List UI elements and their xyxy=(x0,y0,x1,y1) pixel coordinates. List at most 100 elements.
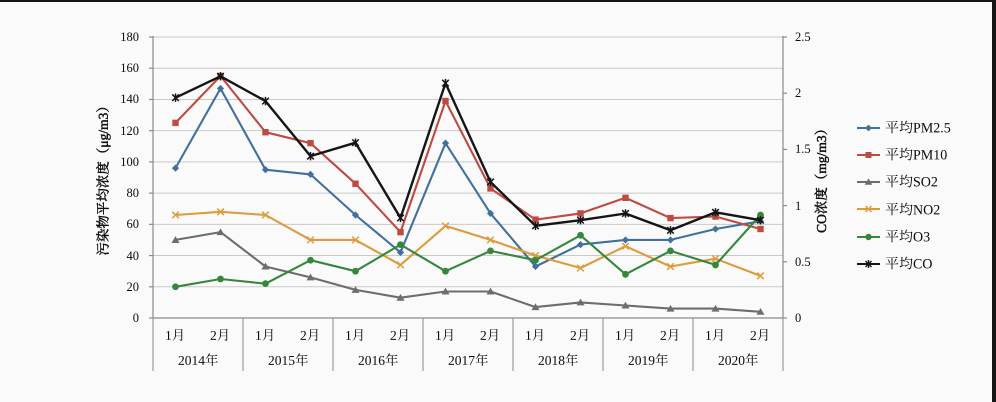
legend-swatch-square-icon xyxy=(857,151,880,158)
x-month-label xyxy=(570,329,589,341)
x-month-label xyxy=(750,329,769,341)
x-year-label xyxy=(538,352,578,366)
x-month-label xyxy=(750,328,772,343)
legend-swatch-diamond-icon xyxy=(857,124,880,131)
left-axis-tick-label: 140 xyxy=(120,92,139,107)
marker-diamond xyxy=(306,170,315,178)
legend-label-glyphs xyxy=(885,120,951,134)
marker-triangle xyxy=(756,307,765,315)
marker-diamond xyxy=(396,248,405,257)
series-line-4 xyxy=(175,214,762,288)
marker-star xyxy=(396,213,405,223)
marker-diamond xyxy=(666,236,675,244)
left-axis-tick-label: 60 xyxy=(126,217,140,232)
marker-star xyxy=(171,93,180,102)
series-line-5 xyxy=(174,75,761,232)
marker-circle xyxy=(667,247,674,255)
legend-label: 平均PM2.5 xyxy=(885,120,952,136)
x-month-label xyxy=(570,328,592,343)
left-axis-tick-label: 100 xyxy=(120,154,139,169)
x-month-label xyxy=(300,329,319,341)
left-axis-tick-label: 0 xyxy=(132,311,139,325)
frame-border-right xyxy=(992,0,996,402)
marker-square xyxy=(397,228,404,236)
x-year-label xyxy=(268,352,310,368)
marker-triangle xyxy=(216,228,225,236)
series-line-2 xyxy=(175,231,761,313)
marker-x xyxy=(216,208,225,216)
x-month-label xyxy=(660,329,679,341)
legend-swatch-x-icon xyxy=(857,205,880,213)
right-axis-tick-label: 1 xyxy=(795,198,802,213)
x-month-label xyxy=(616,329,634,341)
left-axis-title: 污染物平均浓度（μg/m3） xyxy=(95,99,111,256)
marker-diamond xyxy=(216,84,225,93)
marker-circle xyxy=(487,247,494,255)
x-month-label xyxy=(525,328,547,343)
marker-circle xyxy=(172,283,179,291)
left-axis-tick-label: 20 xyxy=(126,279,140,294)
marker-diamond xyxy=(486,209,495,218)
marker-diamond xyxy=(711,225,720,233)
marker-star xyxy=(441,78,450,88)
marker-square xyxy=(487,185,494,192)
x-month-label xyxy=(166,329,184,341)
marker-triangle xyxy=(576,298,585,306)
left-axis-tick-label: 80 xyxy=(126,186,140,201)
x-year-label xyxy=(178,352,218,366)
marker-circle xyxy=(532,256,539,264)
marker-star xyxy=(216,72,225,81)
legend-label: 平均CO xyxy=(885,256,934,272)
marker-triangle xyxy=(171,236,180,243)
x-year-label xyxy=(628,352,668,366)
series-line-0 xyxy=(174,87,761,268)
x-year-label xyxy=(448,352,488,366)
x-month-label xyxy=(210,328,232,343)
marker-square xyxy=(352,180,359,187)
legend-swatch-circle-icon xyxy=(857,233,880,240)
x-year-label xyxy=(178,352,220,368)
x-year-label xyxy=(538,352,580,368)
right-axis-tick-label: 2 xyxy=(795,86,802,101)
marker-square xyxy=(307,139,314,147)
marker-triangle xyxy=(396,293,405,301)
x-year-label xyxy=(358,352,398,366)
marker-star xyxy=(351,138,360,147)
right-axis-tick-label: 1.5 xyxy=(795,142,811,157)
x-month-label xyxy=(706,329,724,341)
legend-swatch-star-icon xyxy=(857,260,880,268)
marker-x xyxy=(261,211,270,219)
x-month-label xyxy=(390,329,409,341)
right-axis-title: CO浓度（mg/m3） xyxy=(814,121,830,233)
marker-diamond xyxy=(351,211,360,219)
legend-label: 平均O3 xyxy=(885,229,932,245)
marker-x xyxy=(441,222,450,230)
marker-circle xyxy=(577,231,584,239)
x-year-label xyxy=(448,352,490,368)
marker-circle xyxy=(757,211,764,219)
x-month-label xyxy=(660,328,682,343)
x-month-label xyxy=(436,329,454,341)
series-line-1 xyxy=(174,74,761,234)
marker-square xyxy=(667,214,674,222)
marker-diamond xyxy=(576,241,585,249)
legend-label: 平均NO2 xyxy=(885,202,942,218)
series-line-3 xyxy=(175,210,761,277)
marker-diamond xyxy=(531,262,540,271)
marker-star xyxy=(666,226,675,235)
marker-x xyxy=(621,242,630,251)
x-year-label xyxy=(358,352,400,368)
marker-circle xyxy=(442,267,449,275)
x-month-label xyxy=(390,328,412,343)
marker-triangle xyxy=(711,304,720,312)
marker-circle xyxy=(217,275,224,283)
marker-triangle xyxy=(531,303,540,311)
x-month-label xyxy=(480,329,499,341)
right-axis-tick-label: 0.5 xyxy=(795,254,811,269)
x-month-label xyxy=(255,328,277,343)
marker-triangle xyxy=(486,287,495,295)
left-axis-tick-label: 120 xyxy=(120,123,139,138)
x-month-label xyxy=(435,328,457,343)
